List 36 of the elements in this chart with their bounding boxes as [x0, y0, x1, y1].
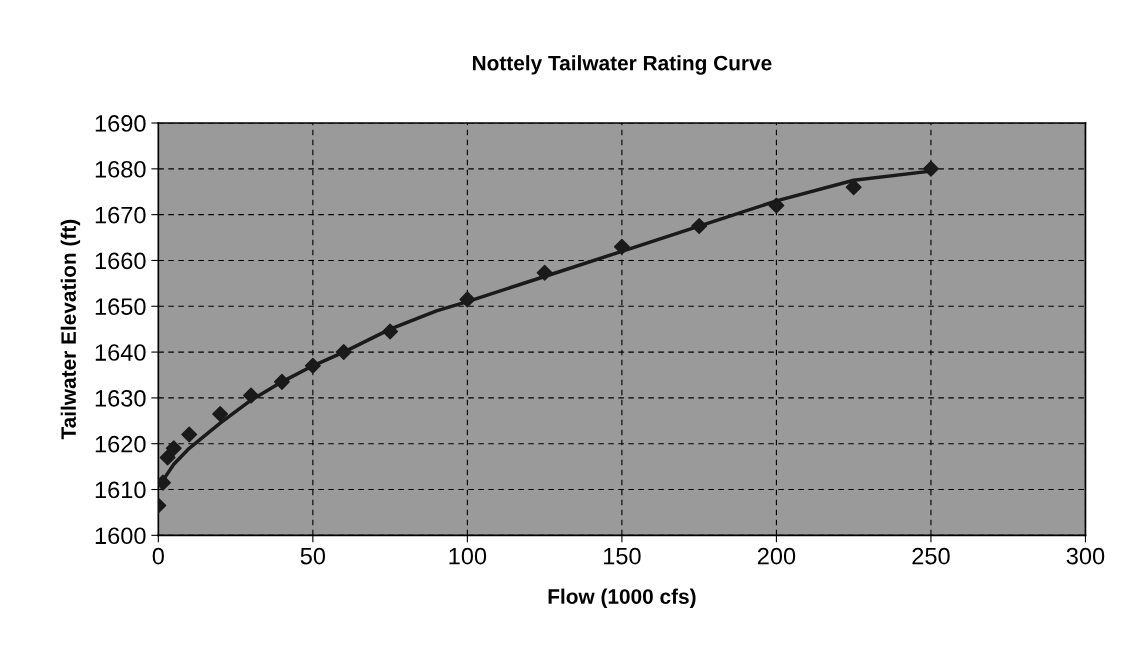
y-axis-title: Tailwater Elevation (ft) [60, 219, 81, 440]
y-tick-label: 1620 [95, 435, 146, 453]
chart-title: Nottely Tailwater Rating Curve [472, 55, 772, 75]
point [922, 160, 939, 177]
point [212, 405, 229, 422]
point [159, 449, 176, 466]
y-tick-label: 1670 [95, 206, 146, 224]
point [165, 440, 182, 457]
point [536, 264, 553, 281]
point [335, 344, 352, 361]
y-tick-label: 1600 [95, 527, 146, 545]
point [181, 426, 198, 443]
x-tick-label: 150 [604, 547, 641, 565]
point [691, 218, 708, 235]
y-tick-label: 1630 [95, 389, 146, 407]
x-tick-label: 300 [1066, 547, 1105, 565]
point [459, 291, 476, 308]
y-tick-label: 1650 [95, 298, 146, 316]
x-tick-label: 250 [912, 547, 950, 565]
point [273, 373, 290, 390]
y-tick-label: 1640 [95, 344, 146, 361]
point [845, 179, 862, 196]
point [304, 357, 321, 374]
y-tick-label: 1660 [95, 252, 146, 270]
x-tick-label: 50 [300, 547, 326, 565]
y-tick-label: 1690 [95, 115, 146, 132]
point [382, 323, 399, 340]
y-tick-label: 1610 [95, 481, 146, 499]
x-tick-label: 0 [152, 547, 164, 565]
y-tick-label: 1680 [95, 160, 146, 178]
point [243, 387, 260, 404]
x-tick-label: 100 [449, 547, 487, 565]
x-tick-label: 200 [757, 547, 796, 565]
point [613, 238, 630, 255]
point [768, 197, 785, 214]
x-axis-title: Flow (1000 cfs) [548, 588, 696, 609]
